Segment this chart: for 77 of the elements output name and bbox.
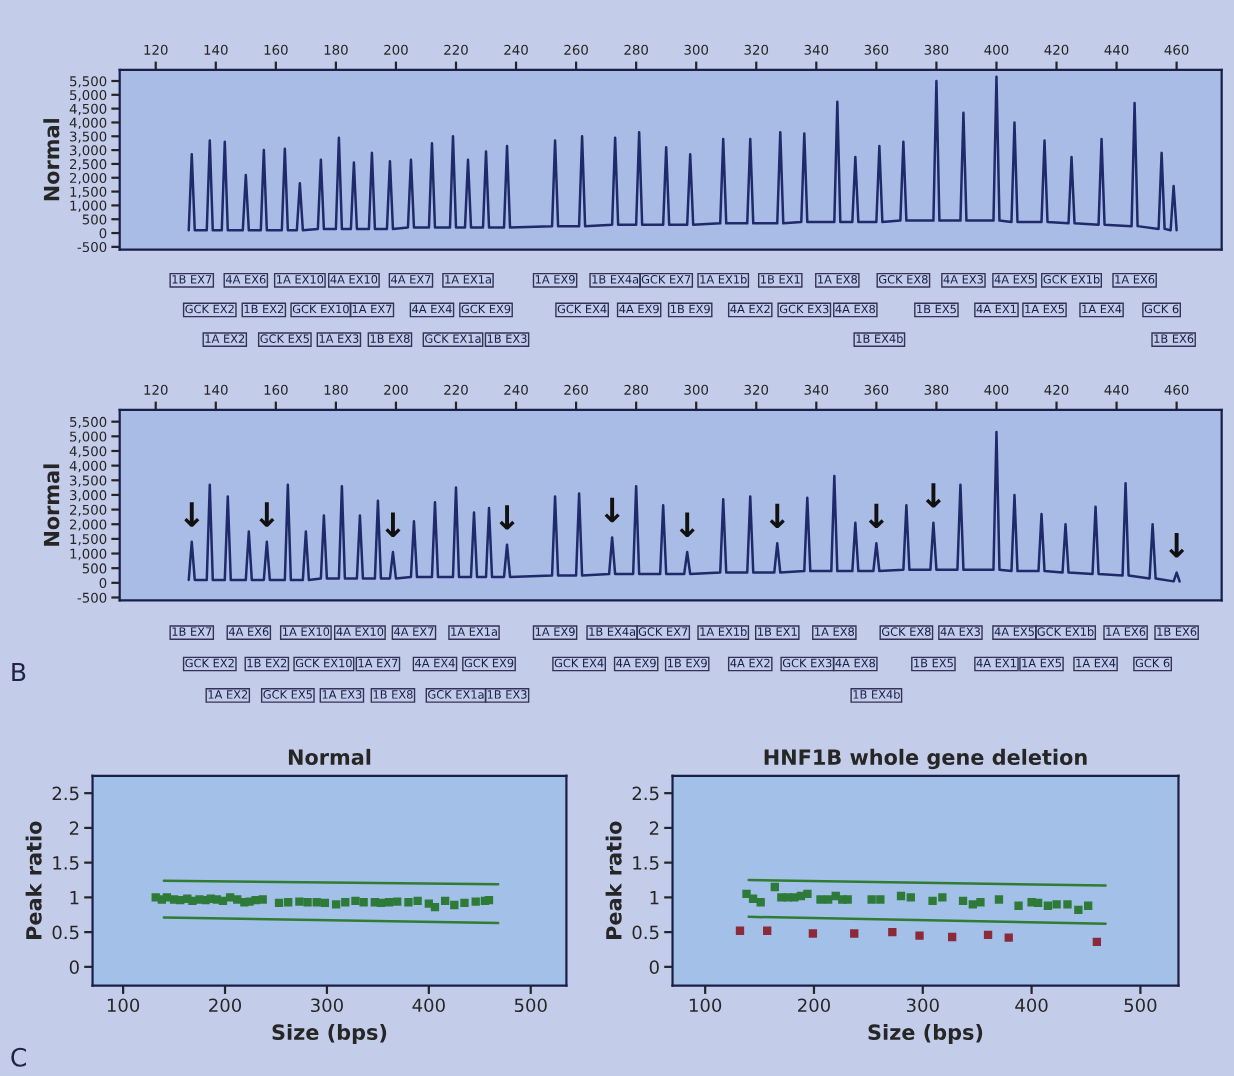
annotation: ↓: [184, 502, 200, 527]
point: [1004, 933, 1013, 942]
point: [876, 895, 885, 904]
point: [1092, 937, 1102, 947]
annotation: ↓: [679, 512, 695, 537]
y-tick-label: 2.5: [632, 786, 659, 801]
point: [947, 932, 957, 942]
point: [770, 882, 779, 892]
point: [763, 926, 772, 935]
y-axis-title: Normal: [43, 119, 60, 201]
point: [843, 895, 852, 904]
annotation: ↓: [385, 512, 401, 537]
point: [850, 929, 859, 938]
point: [976, 898, 985, 907]
x-tick-label: 200: [798, 998, 831, 1013]
point: [742, 889, 751, 899]
y-tick-label: 1: [70, 891, 79, 905]
point: [756, 898, 765, 907]
y-axis-title: Peak ratio: [25, 821, 42, 939]
y-tick-label: 2.5: [52, 786, 79, 801]
point: [906, 893, 915, 902]
x-axis-title: Size (bps): [272, 1023, 387, 1045]
point: [1063, 900, 1072, 909]
y-axis-title: Peak ratio: [605, 821, 622, 939]
x-tick-label: 300: [311, 998, 343, 1013]
text: B: [12, 662, 26, 682]
y-tick-label: 0: [69, 960, 79, 974]
annotation: ↓: [925, 483, 941, 508]
point: [823, 895, 833, 904]
y-tick-label: 1.5: [633, 856, 659, 870]
point: [735, 926, 745, 935]
point: [867, 895, 876, 904]
x-tick-label: 200: [209, 998, 242, 1013]
chart-title: HNF1B whole gene deletion: [764, 748, 1087, 770]
annotation: ↓: [868, 503, 884, 529]
y-tick-label: 0.5: [52, 925, 79, 940]
point: [915, 931, 924, 940]
point: [1074, 905, 1083, 915]
point: [928, 896, 937, 906]
point: [808, 929, 818, 938]
y-tick-label: 2: [69, 821, 79, 835]
point: [938, 893, 947, 902]
point: [896, 891, 906, 901]
line-series: [187, 75, 1178, 232]
point: [1052, 900, 1061, 909]
point: [1033, 898, 1043, 908]
x-tick-label: 300: [906, 998, 939, 1013]
line-series: [187, 430, 1181, 583]
x-tick-label: 500: [514, 998, 547, 1013]
x-axis-title: Size (bps): [868, 1023, 983, 1045]
x-tick-label: 100: [107, 998, 140, 1013]
point: [994, 895, 1004, 904]
y-axis-title: Normal: [43, 464, 60, 546]
point: [888, 927, 897, 937]
annotation: ↓: [259, 502, 275, 527]
point: [803, 889, 812, 899]
y-tick-label: 0: [649, 960, 659, 974]
point: [816, 895, 825, 904]
y-tick-label: 0.5: [632, 925, 659, 940]
x-tick-label: 500: [1124, 998, 1157, 1013]
x-tick-label: 400: [412, 998, 445, 1013]
annotation: ↓: [769, 503, 785, 529]
x-tick-label: 100: [689, 998, 722, 1013]
point: [1043, 901, 1053, 910]
chart-title: Normal: [288, 748, 371, 765]
point: [1014, 901, 1023, 910]
point: [1083, 901, 1093, 910]
y-tick-label: 1: [650, 891, 659, 905]
annotation: ↓: [604, 497, 620, 523]
x-tick-label: 400: [1015, 998, 1048, 1013]
point: [983, 930, 993, 940]
y-tick-label: 2: [649, 821, 659, 835]
text: C: [11, 1047, 26, 1067]
point: [958, 896, 968, 906]
annotation: ↓: [1169, 533, 1185, 558]
annotation: ↓: [499, 505, 515, 530]
y-tick-label: 1.5: [53, 856, 79, 870]
